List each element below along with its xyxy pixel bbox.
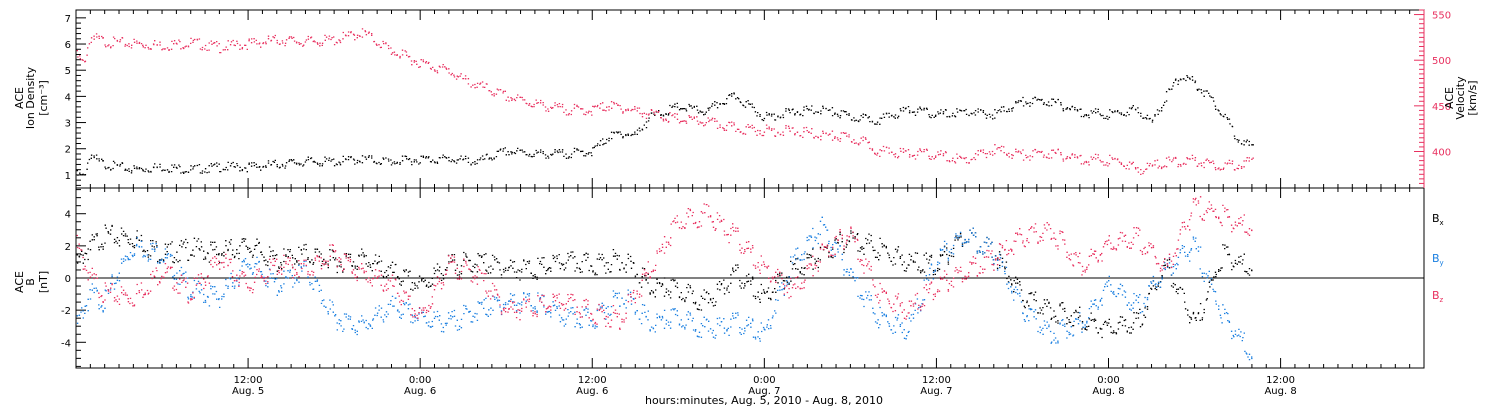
velocity-ylabel-line1: ACE [1443,87,1456,109]
density-points [76,74,1254,176]
bz-legend-label: Bz [1432,289,1444,304]
top-panel-data [76,28,1254,176]
velocity-points [76,28,1254,176]
x-tick-time-label: 0:00 [1097,375,1119,386]
x-tick-date-label: Aug. 5 [232,386,264,397]
bottom-panel-data [76,196,1253,361]
x-tick-date-label: Aug. 6 [404,386,436,397]
x-axis-title: hours:minutes, Aug. 5, 2010 - Aug. 8, 20… [645,394,883,407]
density-tick-label: 1 [65,171,71,182]
bz-points [76,196,1253,330]
velocity-tick-label: 550 [1432,11,1451,22]
density-ylabel-line2: Ion Density [24,66,37,129]
density-ylabel-line1: ACE [13,87,26,109]
by-legend-label: By [1432,252,1444,267]
density-tick-label: 2 [65,145,71,156]
bx-legend-label: Bx [1432,212,1444,227]
field-tick-label: -2 [61,306,71,317]
x-tick-time-label: 12:00 [1266,375,1295,386]
top-panel-frame [75,9,1425,189]
x-tick-time-label: 12:00 [234,375,263,386]
bx-points [76,224,1253,339]
x-tick-date-label: Aug. 7 [920,386,952,397]
by-points [76,216,1253,361]
velocity-tick-label: 450 [1432,102,1451,113]
x-tick-time-label: 12:00 [578,375,607,386]
velocity-ylabel-unit: [km/s] [1466,80,1479,115]
field-tick-label: -4 [61,338,71,349]
field-tick-label: 4 [65,210,71,221]
field-tick-label: 2 [65,242,71,253]
density-tick-label: 6 [65,40,71,51]
velocity-ylabel-line2: Velocity [1454,76,1467,120]
velocity-tick-label: 400 [1432,147,1451,158]
x-tick-date-label: Aug. 7 [748,386,780,397]
x-tick-time-label: 0:00 [753,375,775,386]
field-ylabel-line2: B [24,278,37,286]
density-tick-label: 3 [65,119,71,130]
x-tick-date-label: Aug. 8 [1092,386,1124,397]
density-tick-label: 4 [65,92,71,103]
density-tick-label: 7 [65,14,71,25]
x-tick-time-label: 12:00 [922,375,951,386]
field-ylabel-unit: [nT] [37,271,50,293]
velocity-tick-label: 500 [1432,56,1451,67]
x-tick-time-label: 0:00 [409,375,431,386]
density-tick-label: 5 [65,66,71,77]
field-ylabel-line1: ACE [13,271,26,293]
x-tick-date-label: Aug. 6 [576,386,608,397]
x-tick-date-label: Aug. 8 [1264,386,1296,397]
density-ylabel-unit: [cm⁻³] [37,80,50,116]
field-tick-label: 0 [65,274,71,285]
